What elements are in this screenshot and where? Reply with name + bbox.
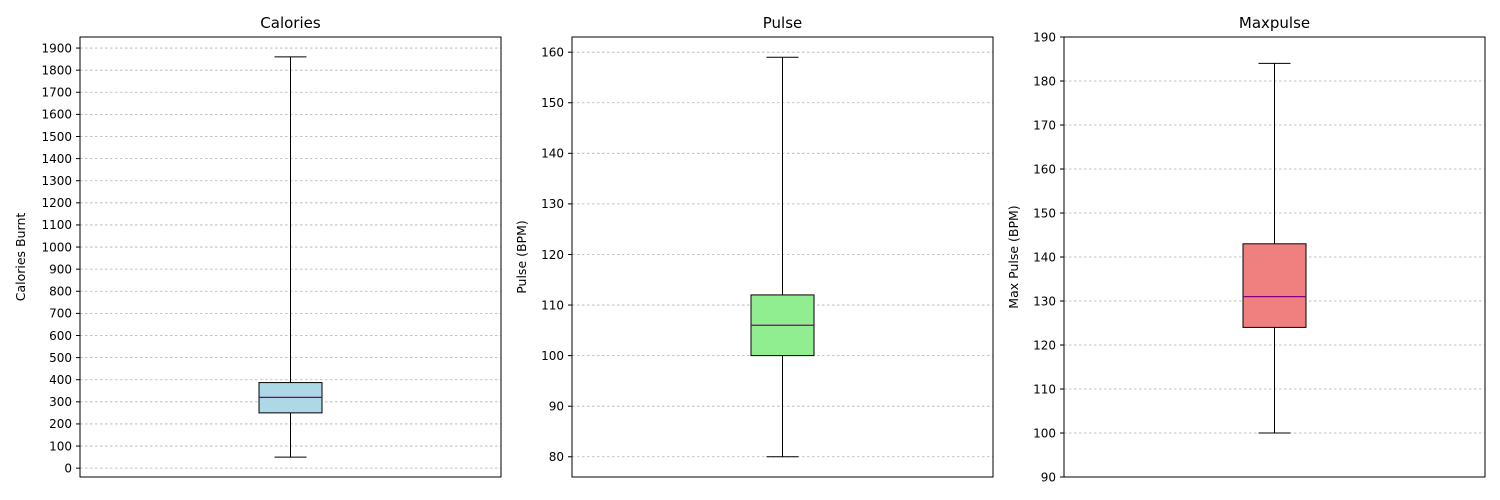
- y-tick-label: 90: [1041, 470, 1056, 484]
- y-tick-label: 1200: [41, 196, 72, 210]
- y-tick-label: 130: [1033, 294, 1056, 308]
- y-tick-label: 1400: [41, 152, 72, 166]
- panel-pulse: 80 90 100 110 120 130 140 150 160 Pulse Pulse (BPM…: [514, 14, 994, 478]
- y-tick-label: 200: [49, 417, 72, 431]
- y-tick-label: 1300: [41, 174, 72, 188]
- y-tick-label: 100: [541, 349, 564, 363]
- panel-maxpulse: 90 100 110 120 130 140 150 160 170 180 190 Maxpulse…: [1006, 14, 1486, 484]
- y-tick-label: 500: [49, 351, 72, 365]
- y-tick-label: 1000: [41, 240, 72, 254]
- y-tick-label: 160: [1033, 162, 1056, 176]
- y-tick-label: 1700: [41, 86, 72, 100]
- y-tick-label: 120: [541, 248, 564, 262]
- y-tick-label: 0: [64, 461, 72, 475]
- y-tick-label: 190: [1033, 30, 1056, 44]
- y-tick-label: 700: [49, 307, 72, 321]
- y-tick-label: 150: [1033, 206, 1056, 220]
- y-tick-label: 800: [49, 285, 72, 299]
- y-axis-label: Pulse (BPM): [514, 220, 529, 294]
- y-tick-label: 170: [1033, 118, 1056, 132]
- y-tick-label: 90: [549, 399, 564, 413]
- y-tick-label: 120: [1033, 338, 1056, 352]
- y-tick-label: 110: [1033, 382, 1056, 396]
- y-axis-label: Calories Burnt: [13, 213, 28, 302]
- y-tick-label: 160: [541, 45, 564, 59]
- panel-calories: 0 100 200 300 400 500 600 700 800 900 1000 1100 1200…: [13, 14, 502, 478]
- y-tick-label: 180: [1033, 74, 1056, 88]
- y-axis-label: Max Pulse (BPM): [1006, 205, 1021, 308]
- y-tick-label: 130: [541, 197, 564, 211]
- y-tick-label: 300: [49, 395, 72, 409]
- y-tick-label: 140: [1033, 250, 1056, 264]
- y-tick-label: 140: [541, 147, 564, 161]
- y-tick-label: 1800: [41, 63, 72, 77]
- chart-title: Calories: [260, 14, 321, 32]
- y-tick-label: 1100: [41, 218, 72, 232]
- y-tick-label: 150: [541, 96, 564, 110]
- y-tick-label: 900: [49, 262, 72, 276]
- y-tick-label: 100: [1033, 426, 1056, 440]
- y-tick-label: 1500: [41, 130, 72, 144]
- y-tick-label: 80: [549, 450, 564, 464]
- chart-title: Pulse: [763, 14, 803, 32]
- y-tick-label: 400: [49, 373, 72, 387]
- chart-title: Maxpulse: [1239, 14, 1310, 32]
- axes-frame: [1063, 36, 1486, 478]
- y-tick-label: 1900: [41, 41, 72, 55]
- axes-frame: [79, 36, 502, 478]
- y-tick-label: 600: [49, 329, 72, 343]
- y-tick-label: 110: [541, 298, 564, 312]
- iqr-box: [1242, 243, 1307, 328]
- axes-frame: [571, 36, 994, 478]
- y-tick-label: 1600: [41, 108, 72, 122]
- y-tick-label: 100: [49, 439, 72, 453]
